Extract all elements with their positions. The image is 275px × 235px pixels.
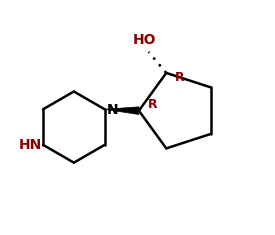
Text: R: R (148, 98, 157, 111)
Polygon shape (105, 107, 139, 114)
Text: N: N (106, 103, 118, 117)
Text: R: R (175, 70, 185, 83)
Text: HN: HN (18, 138, 42, 152)
Text: HO: HO (133, 33, 156, 47)
